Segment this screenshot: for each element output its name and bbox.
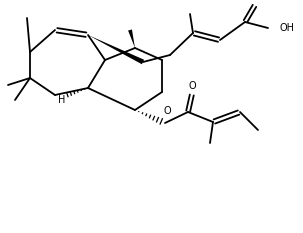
Polygon shape — [88, 35, 144, 64]
Text: O: O — [188, 81, 196, 91]
Text: OH: OH — [280, 23, 295, 33]
Text: H: H — [58, 95, 66, 105]
Text: O: O — [163, 106, 171, 116]
Polygon shape — [128, 29, 135, 48]
